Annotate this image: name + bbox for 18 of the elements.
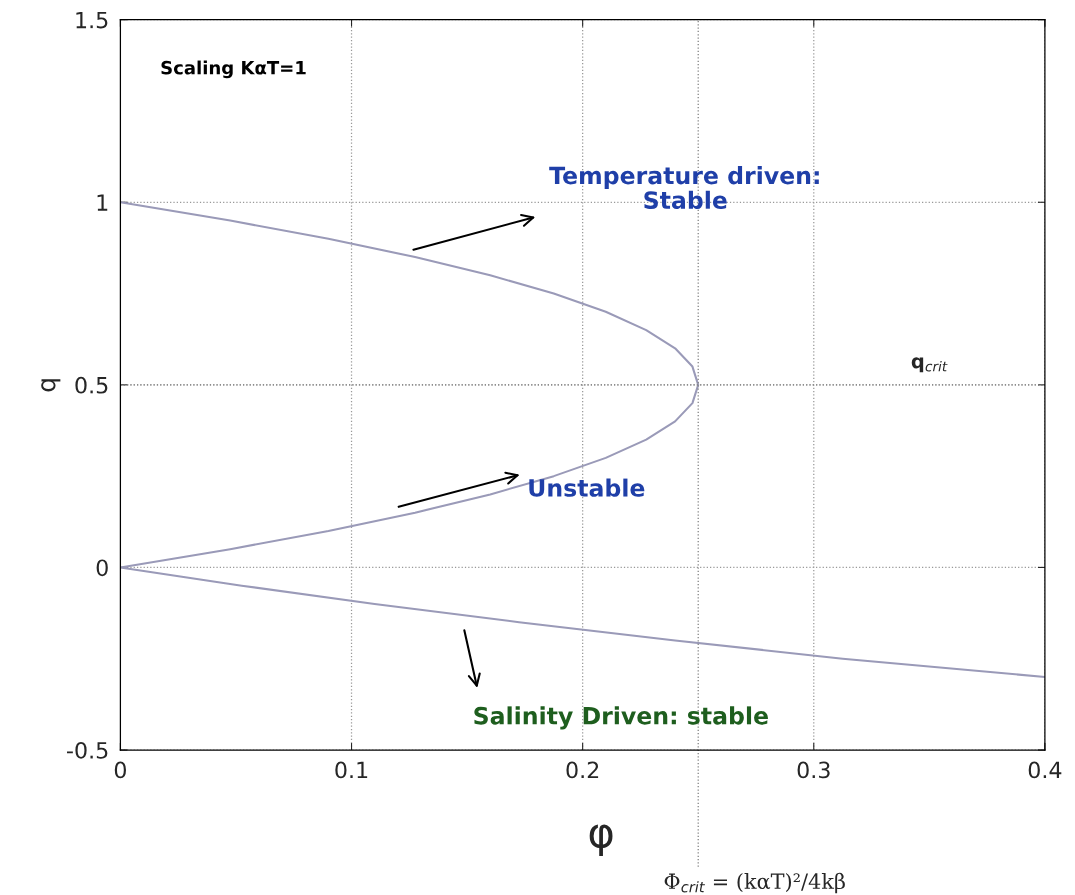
annotation: Unstable [529, 478, 645, 497]
y-tick-label: 1 [97, 194, 108, 211]
x-axis-title: φ [589, 824, 613, 857]
x-tick-label: 0.2 [566, 761, 599, 779]
x-tick-label: 0.4 [1028, 761, 1062, 779]
y-tick-label: -0.5 [67, 741, 108, 759]
x-tick-label: 0.1 [335, 761, 368, 779]
y-tick-label: 0.5 [75, 376, 108, 394]
ref-line-label: q$_{crit}$ [911, 357, 948, 373]
x-tick-label: 0.3 [797, 761, 830, 779]
y-axis-title: q [41, 379, 61, 392]
x-tick-label: 0 [114, 761, 126, 779]
ref-line-label: Φ$_{crit}$ = (kαT)²/4kβ [664, 872, 845, 894]
annotation: Scaling KαT=1 [161, 60, 306, 79]
annotation: Temperature driven: Stable [549, 166, 819, 210]
annotation: Salinity Driven: stable [474, 706, 768, 730]
y-tick-label: 1.5 [76, 11, 108, 29]
y-tick-label: 0 [96, 559, 108, 577]
